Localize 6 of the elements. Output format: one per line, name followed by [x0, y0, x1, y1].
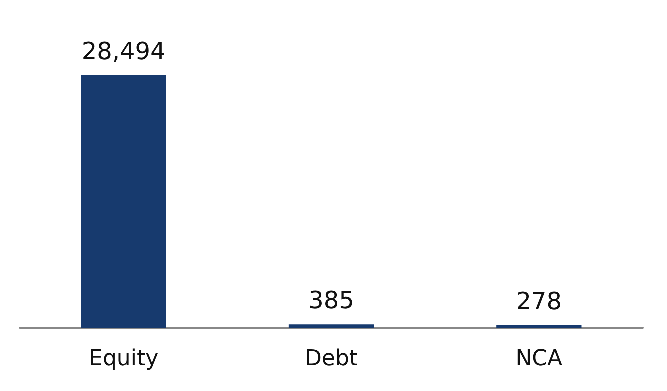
x-tick-label: NCA: [516, 346, 563, 372]
x-tick-label: Equity: [89, 346, 159, 372]
data-label: 278: [516, 288, 562, 316]
data-label: 28,494: [82, 37, 166, 66]
x-tick-label: Debt: [304, 346, 358, 372]
data-label: 385: [308, 286, 354, 315]
